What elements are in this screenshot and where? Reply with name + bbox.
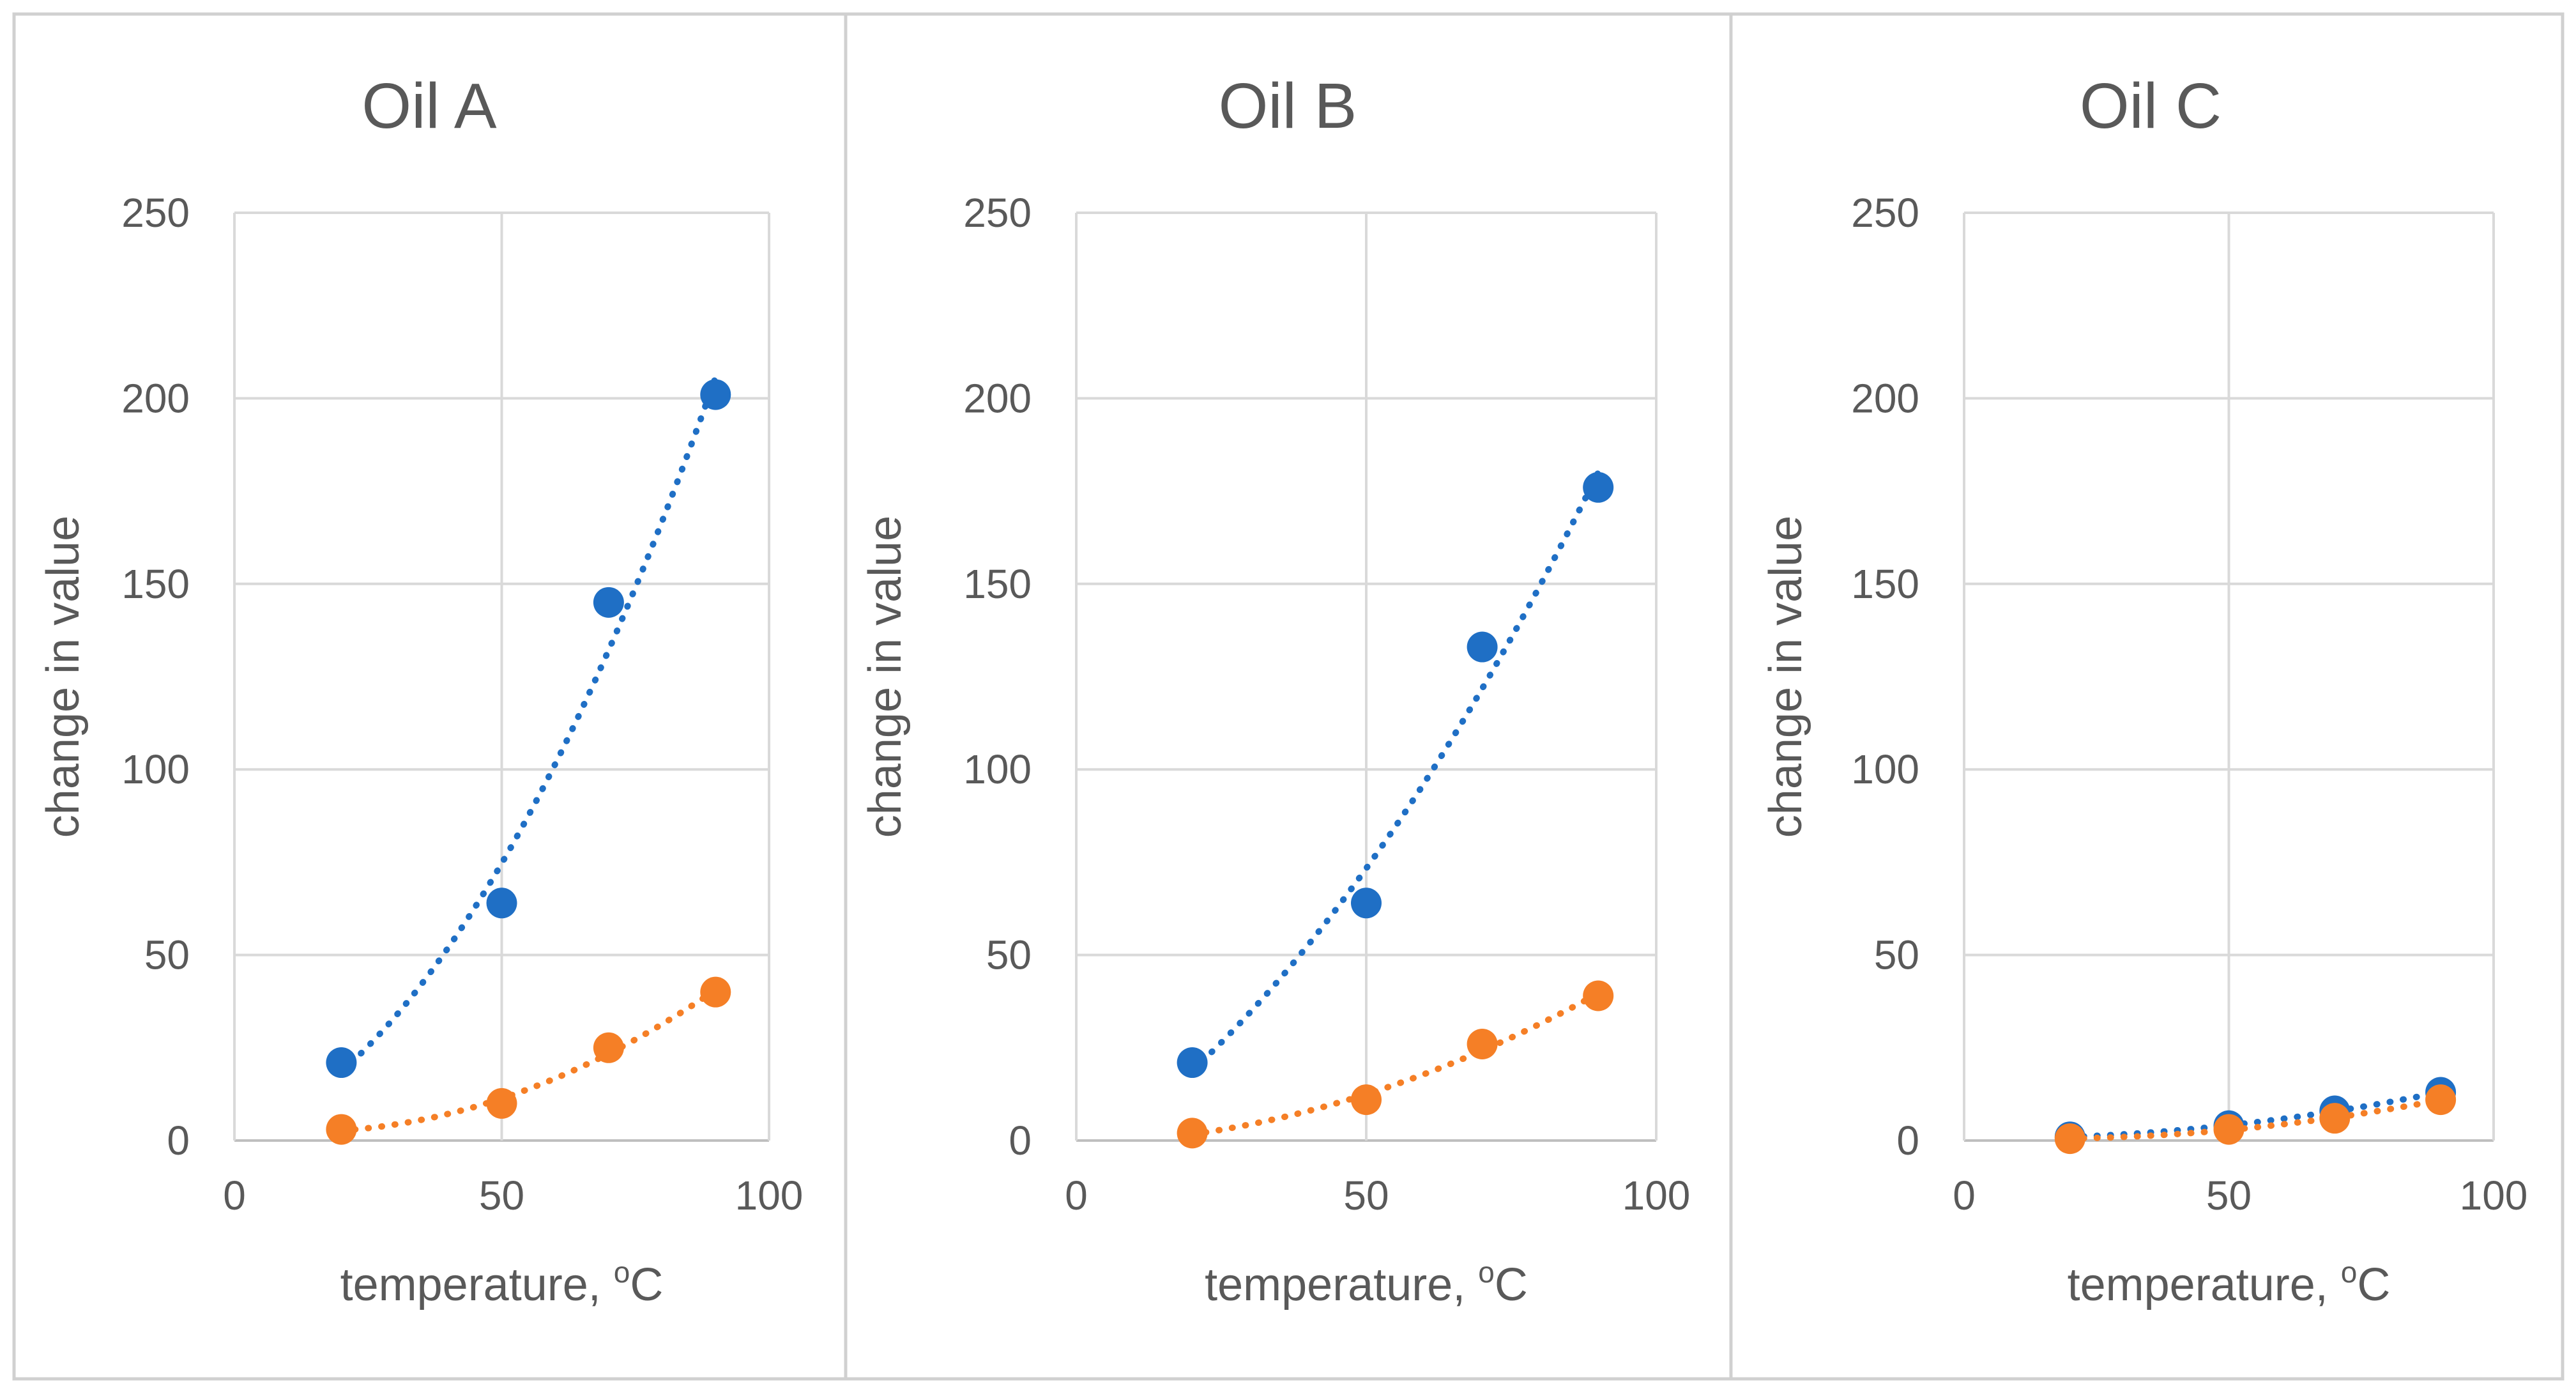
x-tick-label: 50 — [1343, 1172, 1389, 1218]
trendline-series-2 — [1189, 990, 1602, 1138]
x-axis-label: temperature, oC — [2068, 1256, 2391, 1310]
x-tick-label: 50 — [479, 1172, 524, 1218]
x-axis-label-text: temperature, — [2068, 1259, 2341, 1310]
x-axis-label: temperature, oC — [340, 1256, 664, 1310]
x-axis-label-unit: C — [630, 1259, 663, 1310]
x-tick-label: 50 — [2206, 1172, 2252, 1218]
data-point-series-2 — [486, 1087, 517, 1119]
y-tick-label: 0 — [1896, 1118, 1919, 1164]
y-tick-label: 50 — [1874, 932, 1919, 978]
y-tick-label: 150 — [963, 561, 1032, 607]
trendline-series-1 — [2066, 1089, 2444, 1141]
panel-frame — [12, 12, 848, 1381]
x-axis-label-text: temperature, — [1205, 1259, 1478, 1310]
data-point-series-2 — [326, 1114, 357, 1145]
y-tick-label: 200 — [963, 375, 1032, 421]
y-tick-label: 50 — [986, 932, 1032, 978]
data-point-series-2 — [2054, 1123, 2085, 1155]
data-point-series-2 — [700, 976, 731, 1008]
x-tick-label: 0 — [223, 1172, 246, 1218]
data-point-series-2 — [2319, 1103, 2351, 1134]
data-point-series-1 — [326, 1047, 357, 1079]
x-axis-label-degree: o — [1478, 1256, 1495, 1289]
data-point-series-1 — [700, 379, 731, 410]
x-axis-label-degree: o — [614, 1256, 630, 1289]
x-tick-label: 0 — [1065, 1172, 1088, 1218]
x-axis-label-text: temperature, — [340, 1259, 614, 1310]
y-axis-label: change in value — [1760, 516, 1811, 838]
data-point-series-2 — [1177, 1118, 1208, 1149]
y-tick-label: 100 — [963, 746, 1032, 792]
y-tick-label: 250 — [963, 190, 1032, 236]
trendline-series-1 — [338, 374, 719, 1075]
x-tick-label: 0 — [1953, 1172, 1976, 1218]
data-point-series-1 — [1583, 472, 1614, 503]
data-point-series-2 — [593, 1032, 624, 1063]
data-point-series-2 — [1583, 980, 1614, 1011]
panel-frame — [1729, 12, 2565, 1381]
data-point-series-2 — [1467, 1028, 1498, 1059]
chart-title: Oil A — [362, 70, 496, 142]
y-tick-label: 250 — [1851, 190, 1919, 236]
data-point-series-1 — [593, 587, 624, 618]
y-tick-label: 250 — [121, 190, 190, 236]
data-point-series-2 — [2425, 1084, 2457, 1116]
chart-title: Oil B — [1219, 70, 1357, 142]
y-tick-label: 0 — [1009, 1118, 1032, 1164]
chart-title: Oil C — [2080, 70, 2222, 142]
x-tick-label: 100 — [1622, 1172, 1691, 1218]
y-tick-label: 100 — [1851, 746, 1919, 792]
y-axis-label: change in value — [860, 516, 911, 838]
y-tick-label: 200 — [121, 375, 190, 421]
y-tick-label: 150 — [1851, 561, 1919, 607]
y-tick-label: 150 — [121, 561, 190, 607]
y-tick-label: 0 — [167, 1118, 190, 1164]
x-tick-label: 100 — [735, 1172, 804, 1218]
y-tick-label: 50 — [144, 932, 190, 978]
y-tick-label: 200 — [1851, 375, 1919, 421]
y-axis-label: change in value — [38, 516, 89, 838]
x-axis-label: temperature, oC — [1205, 1256, 1528, 1310]
x-axis-label-unit: C — [2357, 1259, 2390, 1310]
y-tick-label: 100 — [121, 746, 190, 792]
chart-panel-1: Oil A 0 50 100 150 200 250 0 50 100 change in valu… — [12, 12, 848, 1381]
panel-frame — [844, 12, 1733, 1381]
x-tick-label: 100 — [2460, 1172, 2528, 1218]
trendline-series-2 — [2066, 1096, 2444, 1142]
data-point-series-2 — [2213, 1114, 2244, 1145]
x-axis-label-degree: o — [2341, 1256, 2358, 1289]
data-point-series-1 — [1467, 631, 1498, 663]
data-point-series-2 — [1351, 1084, 1382, 1116]
data-point-series-1 — [486, 888, 517, 919]
trendline-series-1 — [1189, 469, 1602, 1074]
chart-panel-3: Oil C 0 50 100 150 200 250 0 50 100 change in valu… — [1729, 12, 2565, 1381]
data-point-series-1 — [1177, 1047, 1208, 1079]
x-axis-label-unit: C — [1495, 1259, 1528, 1310]
chart-panel-2: Oil B 0 50 100 150 200 250 0 50 100 change in valu… — [844, 12, 1733, 1381]
data-point-series-1 — [1351, 888, 1382, 919]
